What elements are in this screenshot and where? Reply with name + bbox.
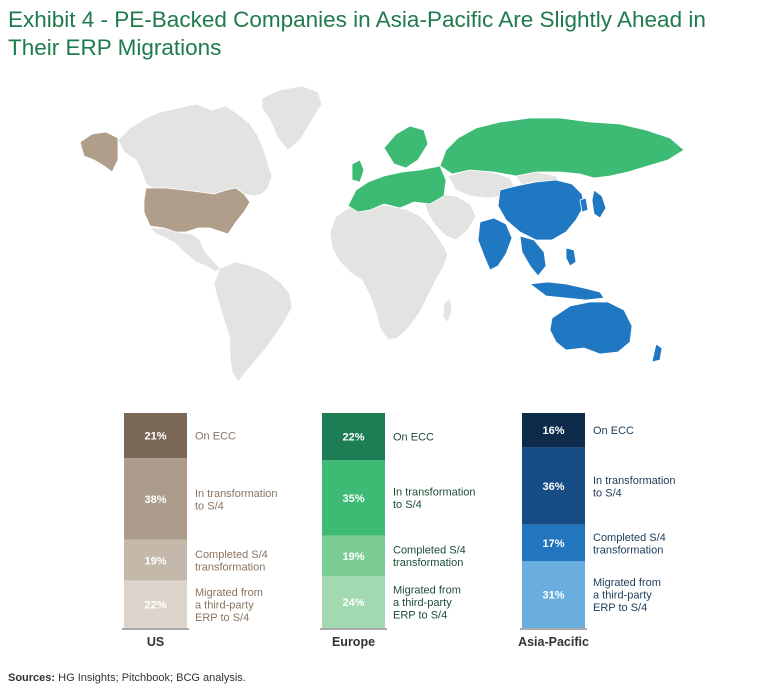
category-label-asia-pacific: Asia-Pacific — [518, 635, 589, 649]
map-europe-region — [347, 117, 685, 213]
sources-note: Sources: HG Insights; Pitchbook; BCG ana… — [8, 672, 246, 684]
segment-label-us-4: a third-party — [195, 599, 254, 611]
value-label-europe-3: 19% — [342, 551, 364, 563]
segment-label-europe-3: Completed S/4 — [393, 545, 466, 557]
bar-segment-europe-4 — [322, 576, 385, 628]
value-label-europe-1: 22% — [342, 432, 364, 444]
segment-label-us-3: Completed S/4 — [195, 549, 268, 561]
category-label-us: US — [147, 635, 164, 649]
value-label-us-1: 21% — [144, 431, 166, 443]
value-label-asia-pacific-4: 31% — [542, 590, 564, 602]
segment-label-asia-pacific-3: Completed S/4 — [593, 532, 666, 544]
bar-segment-us-3 — [124, 539, 187, 581]
segment-label-asia-pacific-2: to S/4 — [593, 487, 622, 499]
value-label-asia-pacific-1: 16% — [542, 425, 564, 437]
map-other-regions — [117, 85, 561, 383]
segment-label-europe-4: a third-party — [393, 597, 452, 609]
value-label-us-4: 22% — [144, 599, 166, 611]
bar-segment-us-4 — [124, 580, 187, 628]
map-asia-pacific-region — [477, 179, 663, 363]
segment-label-us-3: transformation — [195, 562, 265, 574]
bar-segment-asia-pacific-3 — [522, 524, 585, 562]
value-label-us-2: 38% — [144, 494, 166, 506]
world-map — [79, 85, 685, 383]
map-us-region — [79, 131, 251, 235]
segment-label-asia-pacific-4: ERP to S/4 — [593, 602, 647, 614]
bar-segment-europe-3 — [322, 535, 385, 577]
segment-label-asia-pacific-4: Migrated from — [593, 577, 661, 589]
sources-label: Sources: — [8, 672, 56, 684]
segment-label-europe-4: ERP to S/4 — [393, 610, 447, 622]
segment-label-europe-2: In transformation — [393, 487, 476, 499]
bar-segment-us-1 — [124, 413, 187, 459]
bar-segment-us-2 — [124, 458, 187, 540]
segment-label-us-4: Migrated from — [195, 587, 263, 599]
bar-segment-asia-pacific-4 — [522, 561, 585, 628]
value-label-asia-pacific-2: 36% — [542, 481, 564, 493]
bar-segment-asia-pacific-2 — [522, 447, 585, 525]
bar-segment-asia-pacific-1 — [522, 413, 585, 448]
segment-label-us-2: In transformation — [195, 488, 278, 500]
value-label-asia-pacific-3: 17% — [542, 538, 564, 550]
category-label-europe: Europe — [332, 635, 375, 649]
segment-label-asia-pacific-1: On ECC — [593, 425, 634, 437]
value-label-europe-2: 35% — [342, 493, 364, 505]
sources-text: HG Insights; Pitchbook; BCG analysis. — [55, 672, 246, 684]
segment-label-us-2: to S/4 — [195, 500, 224, 512]
segment-label-asia-pacific-3: transformation — [593, 544, 663, 556]
segment-label-asia-pacific-4: a third-party — [593, 590, 652, 602]
segment-label-us-4: ERP to S/4 — [195, 612, 249, 624]
bar-segment-europe-2 — [322, 460, 385, 536]
exhibit-title: Exhibit 4 - PE-Backed Companies in Asia-… — [8, 7, 706, 60]
segment-label-us-1: On ECC — [195, 431, 236, 443]
segment-label-europe-4: Migrated from — [393, 585, 461, 597]
segment-label-asia-pacific-2: In transformation — [593, 475, 676, 487]
value-label-us-3: 19% — [144, 555, 166, 567]
segment-label-europe-1: On ECC — [393, 432, 434, 444]
bar-segment-europe-1 — [322, 413, 385, 461]
value-label-europe-4: 24% — [342, 597, 364, 609]
segment-label-europe-2: to S/4 — [393, 499, 422, 511]
segment-label-europe-3: transformation — [393, 557, 463, 569]
